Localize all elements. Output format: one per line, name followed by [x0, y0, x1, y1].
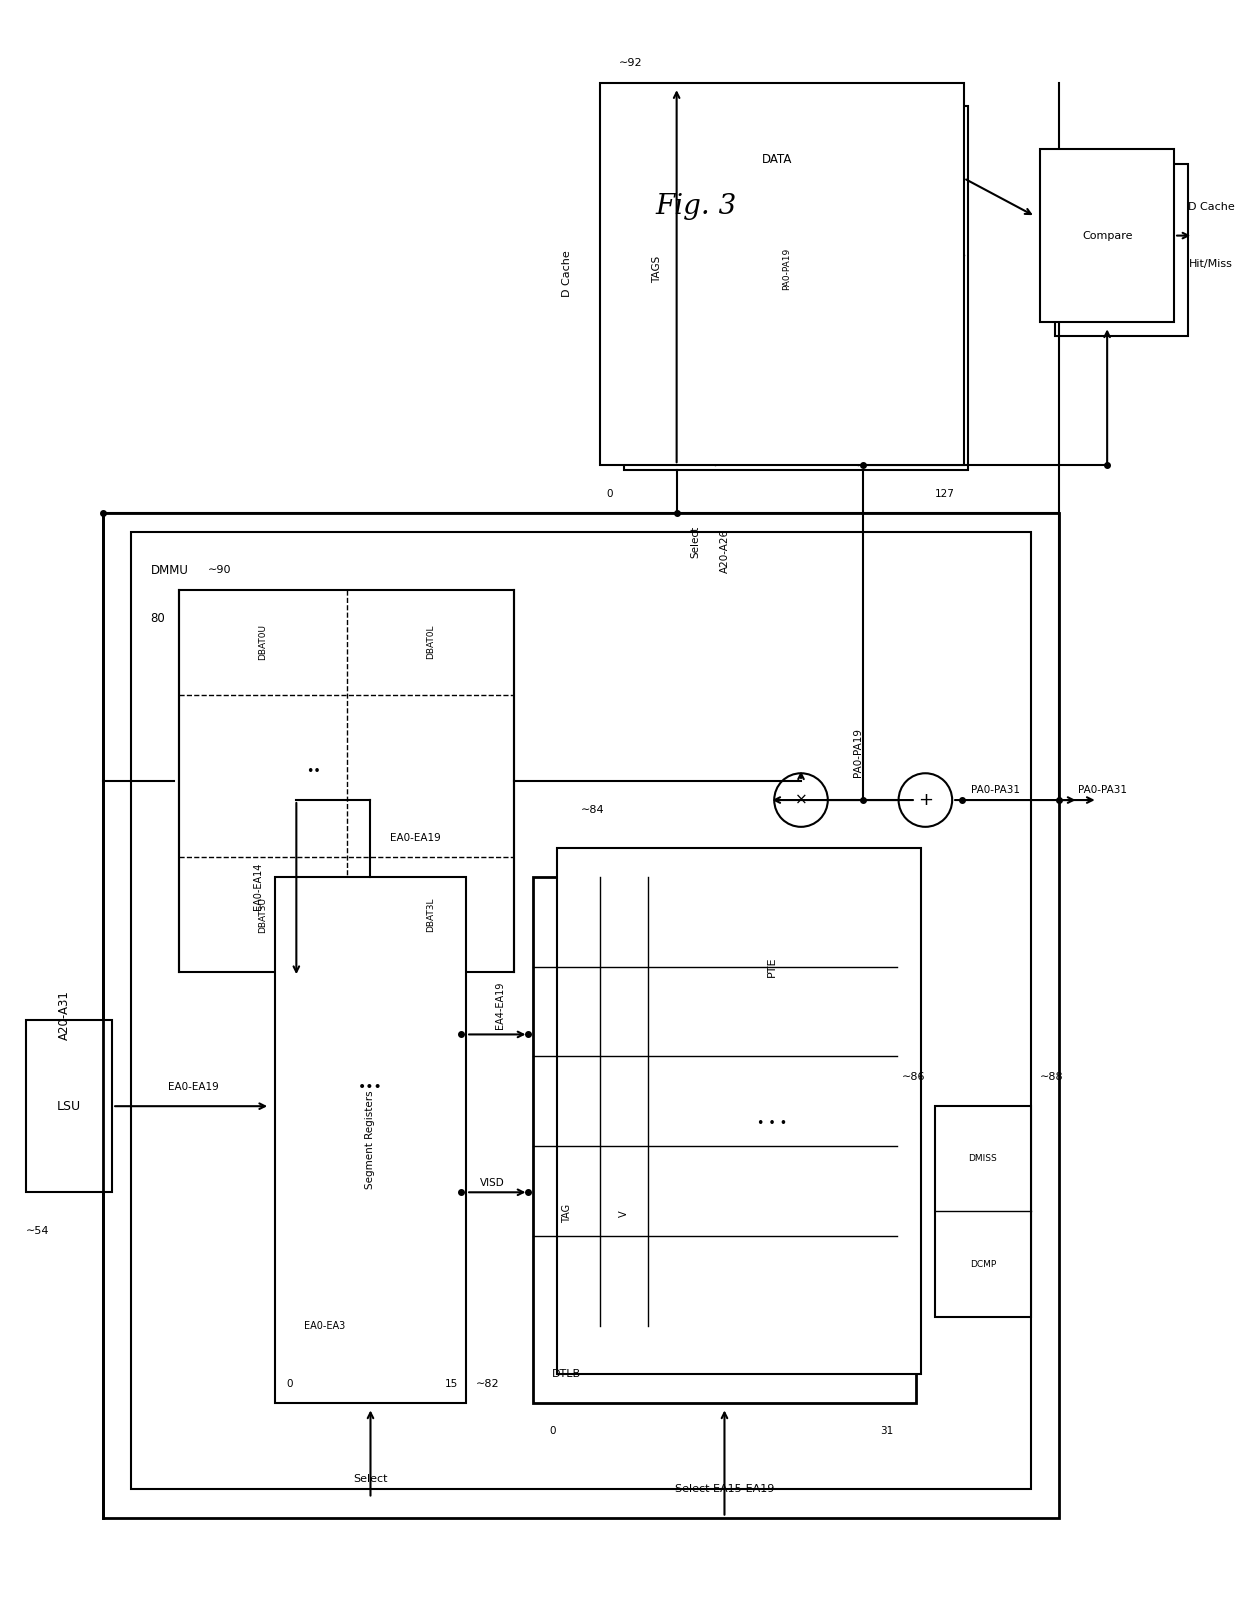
Text: 31: 31 [880, 1426, 894, 1437]
Text: ••: •• [306, 764, 320, 779]
Text: •••: ••• [358, 1080, 383, 1094]
Text: Fig. 3: Fig. 3 [655, 194, 737, 221]
Text: PA0-PA31: PA0-PA31 [1079, 785, 1127, 796]
Text: D Cache: D Cache [562, 250, 572, 298]
Bar [533, 876, 916, 1403]
Text: PA0-PA31: PA0-PA31 [971, 785, 1021, 796]
Text: 0: 0 [549, 1426, 556, 1437]
Text: EA0-EA3: EA0-EA3 [304, 1322, 345, 1331]
Text: EA0-EA19: EA0-EA19 [169, 1081, 219, 1093]
Text: 127: 127 [935, 489, 955, 498]
Text: ∼54: ∼54 [26, 1226, 50, 1235]
Bar [179, 590, 515, 972]
Bar [103, 513, 1059, 1517]
Text: A20-A26: A20-A26 [719, 529, 729, 574]
Text: PA0-PA19: PA0-PA19 [853, 727, 863, 777]
Text: DMISS: DMISS [968, 1155, 997, 1163]
Text: TAGS: TAGS [652, 255, 662, 282]
Text: Select: Select [691, 525, 701, 557]
Text: ∼90: ∼90 [208, 566, 232, 575]
Text: 0: 0 [606, 489, 613, 498]
Text: D Cache: D Cache [1188, 202, 1235, 211]
Text: • • •: • • • [758, 1117, 787, 1131]
Text: DMMU: DMMU [150, 564, 188, 577]
Text: TAG: TAG [562, 1205, 572, 1224]
Text: DBAT0U: DBAT0U [258, 625, 268, 660]
Text: VISD: VISD [480, 1177, 505, 1187]
Text: ∼86: ∼86 [901, 1072, 925, 1083]
Text: A20-A31: A20-A31 [58, 990, 71, 1040]
Text: 0: 0 [286, 1379, 293, 1389]
Text: LSU: LSU [57, 1099, 81, 1113]
Text: Select: Select [353, 1474, 388, 1485]
Text: ∼92: ∼92 [619, 58, 642, 69]
Bar [26, 1020, 112, 1192]
Text: Hit/Miss: Hit/Miss [1188, 260, 1233, 269]
Bar [600, 83, 963, 465]
Text: ∼84: ∼84 [582, 804, 605, 814]
Text: V: V [619, 1211, 629, 1218]
Text: EA0-EA14: EA0-EA14 [253, 862, 263, 910]
Text: ∼82: ∼82 [476, 1379, 500, 1389]
Text: 80: 80 [150, 612, 165, 625]
Text: EA0-EA19: EA0-EA19 [389, 833, 440, 843]
Bar [557, 847, 920, 1375]
Text: DBAT0L: DBAT0L [425, 625, 435, 660]
Text: ∼88: ∼88 [1040, 1072, 1064, 1083]
Bar [1054, 163, 1188, 336]
Bar [275, 876, 466, 1403]
Bar [935, 1107, 1030, 1317]
Text: DBAT3U: DBAT3U [258, 897, 268, 932]
Text: PTE: PTE [768, 956, 777, 977]
Text: Select EA15-EA19: Select EA15-EA19 [675, 1483, 774, 1495]
Text: DTLB: DTLB [552, 1370, 582, 1379]
Text: DCMP: DCMP [970, 1259, 996, 1269]
Bar [1040, 149, 1174, 322]
Text: ×: × [795, 793, 807, 807]
Bar [624, 106, 968, 469]
Text: DBAT3L: DBAT3L [425, 897, 435, 932]
Text: 15: 15 [445, 1379, 459, 1389]
Bar [131, 532, 1030, 1488]
Text: PA0-PA19: PA0-PA19 [782, 248, 791, 290]
Text: Compare: Compare [1083, 231, 1132, 240]
Text: DATA: DATA [761, 152, 792, 165]
Text: +: + [918, 791, 932, 809]
Text: Segment Registers: Segment Registers [366, 1091, 376, 1189]
Text: EA4-EA19: EA4-EA19 [495, 982, 505, 1030]
